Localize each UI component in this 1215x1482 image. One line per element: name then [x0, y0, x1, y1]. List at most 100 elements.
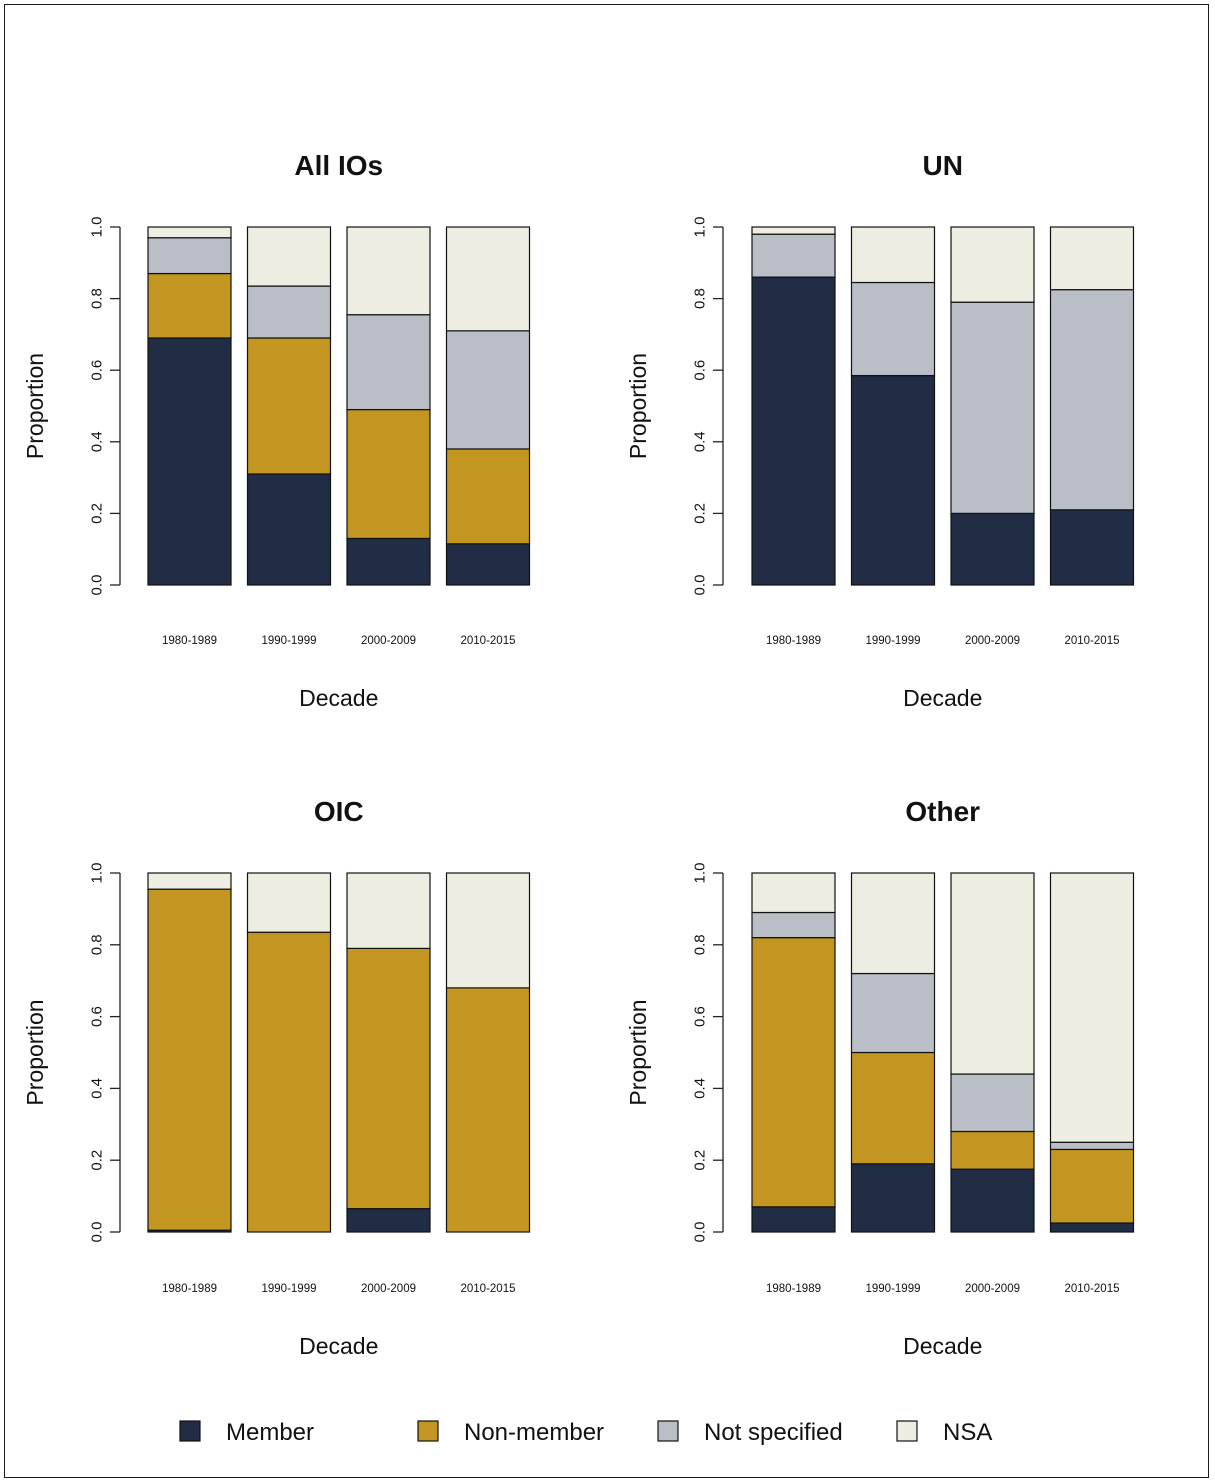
y-tick-label-all-ios: 0.8: [89, 288, 106, 309]
bar-segment-all-ios-member-2000-2009: [346, 537, 431, 586]
y-tick-label-all-ios: 0.2: [89, 503, 106, 524]
y-tick-label-other: 0.8: [692, 934, 709, 955]
bar-segment-oic-non-member-2010-2015: [445, 987, 531, 1233]
bar-segment-all-ios-non-member-1980-1989: [147, 272, 232, 339]
bar-segment-oic-non-member-1980-1989: [147, 888, 232, 1231]
bar-segment-un-nsa-2010-2015: [1049, 226, 1135, 291]
legend-label-non-member: Non-member: [464, 1419, 604, 1446]
bar-segment-all-ios-nsa-2010-2015: [445, 226, 531, 332]
bar-segment-un-member-2000-2009: [950, 512, 1035, 586]
bar-segment-all-ios-nsa-1990-1999: [246, 226, 332, 287]
x-tick-label-oic: 1980-1989: [162, 1283, 217, 1295]
bar-segment-all-ios-member-2010-2015: [445, 543, 531, 586]
legend-swatch-nsa: [896, 1420, 918, 1442]
bar-segment-all-ios-nsa-1980-1989: [147, 226, 232, 239]
y-tick-label-other: 0.2: [692, 1150, 709, 1171]
bar-segment-other-not-specified-1980-1989: [751, 911, 836, 939]
y-tick-label-un: 1.0: [692, 217, 709, 238]
legend-label-member: Member: [226, 1419, 314, 1446]
y-tick-label-un: 0.4: [692, 431, 709, 452]
bar-segment-un-nsa-1990-1999: [850, 226, 936, 284]
y-tick-label-all-ios: 0.0: [89, 575, 106, 596]
y-tick-label-all-ios: 1.0: [89, 217, 106, 238]
legend-swatch-member: [179, 1420, 201, 1442]
bar-segment-other-nsa-2010-2015: [1049, 872, 1135, 1143]
x-tick-label-other: 1990-1999: [866, 1283, 921, 1295]
legend-swatch-not-specified: [657, 1420, 679, 1442]
bar-segment-other-nsa-2000-2009: [950, 872, 1035, 1075]
bar-segment-un-nsa-1980-1989: [751, 226, 836, 235]
x-tick-label-other: 1980-1989: [766, 1283, 821, 1295]
panel-title-un: UN: [923, 150, 963, 181]
bar-segment-un-member-1990-1999: [850, 374, 936, 586]
panel-title-all-ios: All IOs: [294, 150, 383, 181]
legend-swatch-non-member: [417, 1420, 439, 1442]
bar-segment-un-not-specified-1990-1999: [850, 281, 936, 377]
bar-segment-all-ios-non-member-2010-2015: [445, 448, 531, 545]
y-tick-label-oic: 0.2: [89, 1150, 106, 1171]
x-tick-label-all-ios: 1990-1999: [262, 635, 317, 647]
bar-segment-other-non-member-2000-2009: [950, 1130, 1035, 1170]
bar-segment-all-ios-non-member-1990-1999: [246, 337, 332, 475]
y-axis-label-oic: Proportion: [22, 999, 48, 1105]
y-tick-label-all-ios: 0.6: [89, 360, 106, 381]
bar-segment-oic-nsa-2010-2015: [445, 872, 531, 989]
x-axis-label-un: Decade: [903, 685, 982, 711]
bar-segment-un-nsa-2000-2009: [950, 226, 1035, 303]
y-tick-label-un: 0.0: [692, 575, 709, 596]
x-tick-label-un: 1980-1989: [766, 635, 821, 647]
bar-segment-other-member-1990-1999: [850, 1163, 936, 1233]
bar-segment-other-non-member-1980-1989: [751, 937, 836, 1208]
bar-segment-all-ios-not-specified-1980-1989: [147, 237, 232, 275]
bar-segment-all-ios-non-member-2000-2009: [346, 408, 431, 540]
y-tick-label-oic: 0.8: [89, 934, 106, 955]
panel-title-other: Other: [905, 796, 980, 827]
x-tick-label-other: 2010-2015: [1065, 1283, 1120, 1295]
y-tick-label-oic: 1.0: [89, 863, 106, 884]
bar-segment-oic-member-2000-2009: [346, 1208, 431, 1233]
bar-segment-other-non-member-2010-2015: [1049, 1148, 1135, 1224]
y-tick-label-other: 1.0: [692, 863, 709, 884]
y-tick-label-other: 0.4: [692, 1078, 709, 1099]
y-tick-label-other: 0.6: [692, 1006, 709, 1027]
x-tick-label-un: 2000-2009: [965, 635, 1020, 647]
x-tick-label-un: 1990-1999: [866, 635, 921, 647]
bar-segment-oic-nsa-2000-2009: [346, 872, 431, 949]
x-tick-label-all-ios: 2000-2009: [361, 635, 416, 647]
bar-segment-oic-non-member-1990-1999: [246, 931, 332, 1233]
y-tick-label-oic: 0.4: [89, 1078, 106, 1099]
panel-title-oic: OIC: [314, 796, 364, 827]
x-tick-label-oic: 2000-2009: [361, 1283, 416, 1295]
bar-segment-un-member-2010-2015: [1049, 509, 1135, 586]
x-tick-label-oic: 1990-1999: [262, 1283, 317, 1295]
x-tick-label-all-ios: 1980-1989: [162, 635, 217, 647]
bar-segment-all-ios-nsa-2000-2009: [346, 226, 431, 316]
bar-segment-oic-non-member-2000-2009: [346, 947, 431, 1210]
bar-segment-un-not-specified-2010-2015: [1049, 289, 1135, 511]
bar-segment-oic-nsa-1990-1999: [246, 872, 332, 933]
bar-segment-other-member-1980-1989: [751, 1206, 836, 1233]
y-tick-label-other: 0.0: [692, 1222, 709, 1243]
bar-segment-all-ios-not-specified-2000-2009: [346, 314, 431, 411]
bar-segment-other-not-specified-1990-1999: [850, 972, 936, 1054]
x-axis-label-all-ios: Decade: [299, 685, 378, 711]
bar-segment-other-nsa-1990-1999: [850, 872, 936, 975]
x-tick-label-oic: 2010-2015: [461, 1283, 516, 1295]
bar-segment-other-not-specified-2010-2015: [1049, 1141, 1135, 1151]
legend-label-nsa: NSA: [943, 1419, 992, 1446]
y-axis-label-other: Proportion: [625, 999, 651, 1105]
x-tick-label-other: 2000-2009: [965, 1283, 1020, 1295]
y-tick-label-un: 0.8: [692, 288, 709, 309]
bar-segment-all-ios-not-specified-1990-1999: [246, 285, 332, 339]
bar-segment-other-nsa-1980-1989: [751, 872, 836, 914]
bar-segment-all-ios-not-specified-2010-2015: [445, 330, 531, 450]
y-tick-label-un: 0.6: [692, 360, 709, 381]
bar-segment-un-not-specified-2000-2009: [950, 301, 1035, 514]
y-tick-label-un: 0.2: [692, 503, 709, 524]
y-tick-label-oic: 0.6: [89, 1006, 106, 1027]
bar-segment-un-member-1980-1989: [751, 276, 836, 586]
y-axis-label-un: Proportion: [625, 353, 651, 459]
x-tick-label-un: 2010-2015: [1065, 635, 1120, 647]
y-tick-label-all-ios: 0.4: [89, 431, 106, 452]
